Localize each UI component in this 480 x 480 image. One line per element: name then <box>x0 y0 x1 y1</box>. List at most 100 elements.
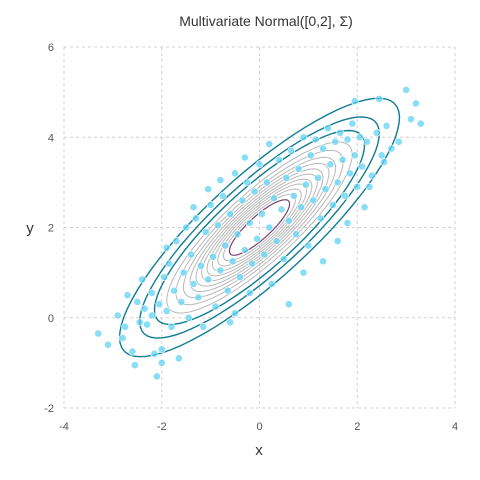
data-point <box>358 162 367 171</box>
data-point <box>231 309 239 318</box>
data-point <box>238 196 247 205</box>
data-point <box>157 358 166 367</box>
data-point <box>267 280 276 288</box>
data-point <box>316 214 325 223</box>
data-point <box>155 300 164 309</box>
data-point <box>265 140 274 148</box>
axis-ticks: -4 -2 0 2 4 -2 0 2 4 6 <box>44 42 458 433</box>
data-point <box>319 257 327 266</box>
y-tick-label: 6 <box>48 42 54 54</box>
data-point <box>328 201 337 209</box>
data-point <box>148 289 156 297</box>
data-point <box>248 259 257 268</box>
x-axis-label: x <box>255 442 263 459</box>
data-point <box>182 223 191 232</box>
data-point <box>321 185 330 194</box>
y-axis-label: y <box>26 220 34 237</box>
y-tick-label: 0 <box>48 313 54 325</box>
data-point <box>214 221 222 230</box>
data-point <box>143 320 151 329</box>
data-point <box>135 318 144 327</box>
data-point <box>353 182 362 191</box>
data-point <box>350 151 359 160</box>
data-point <box>314 173 323 182</box>
data-point <box>184 313 193 322</box>
data-point <box>179 268 188 277</box>
data-point <box>280 255 288 263</box>
data-point <box>275 155 283 164</box>
data-point <box>121 322 129 331</box>
data-point <box>284 216 293 225</box>
contour-line <box>182 156 337 299</box>
data-point <box>138 275 147 284</box>
data-point <box>311 135 320 144</box>
data-point <box>216 176 225 185</box>
data-point <box>233 230 242 239</box>
data-point <box>199 322 208 331</box>
data-point <box>302 180 310 189</box>
y-tick-label: -2 <box>44 403 54 415</box>
data-point <box>304 241 313 250</box>
data-point <box>245 219 254 227</box>
data-point <box>260 250 269 259</box>
grid-lines <box>63 46 456 409</box>
data-point <box>333 237 342 245</box>
data-point <box>243 178 252 187</box>
data-point <box>189 203 198 212</box>
data-point <box>277 205 286 214</box>
data-point <box>375 94 384 103</box>
data-point <box>204 275 213 284</box>
contour-line <box>228 199 291 256</box>
data-point <box>270 194 279 203</box>
data-point <box>411 99 420 108</box>
data-point <box>331 137 340 146</box>
data-point <box>223 286 232 295</box>
data-point <box>221 241 230 250</box>
data-point <box>341 192 349 200</box>
data-point <box>336 128 345 137</box>
data-point <box>380 158 389 166</box>
data-point <box>299 133 308 142</box>
data-point <box>174 354 183 363</box>
contour-line <box>201 173 318 282</box>
data-point <box>292 230 301 239</box>
data-point <box>231 169 239 178</box>
data-point <box>253 234 261 243</box>
data-point <box>104 340 112 349</box>
data-point <box>284 300 293 309</box>
y-tick-label: 4 <box>48 132 54 144</box>
data-point <box>172 237 181 245</box>
x-tick-label: -4 <box>59 421 69 433</box>
data-point <box>363 137 371 146</box>
data-point <box>187 250 195 259</box>
data-point <box>343 219 352 227</box>
data-point <box>162 307 171 315</box>
data-points <box>94 85 425 381</box>
data-point <box>348 119 357 128</box>
data-point <box>236 273 244 282</box>
data-point <box>128 347 137 356</box>
data-point <box>287 146 296 155</box>
data-point <box>240 153 249 162</box>
data-point <box>365 182 374 191</box>
data-point <box>416 119 425 128</box>
contour-line <box>206 178 313 277</box>
data-point <box>382 122 391 130</box>
data-point <box>360 203 369 212</box>
x-tick-label: -2 <box>157 421 167 433</box>
data-point <box>152 372 161 381</box>
data-point <box>192 214 200 223</box>
data-point <box>333 178 342 187</box>
data-point <box>130 361 139 370</box>
data-point <box>250 187 259 196</box>
data-point <box>228 257 237 266</box>
data-point <box>282 173 291 182</box>
data-point <box>133 298 142 306</box>
data-point <box>258 210 266 218</box>
data-point <box>387 144 396 153</box>
x-tick-label: 2 <box>354 421 360 433</box>
data-point <box>113 311 122 320</box>
data-point <box>240 246 249 254</box>
data-point <box>299 268 308 277</box>
